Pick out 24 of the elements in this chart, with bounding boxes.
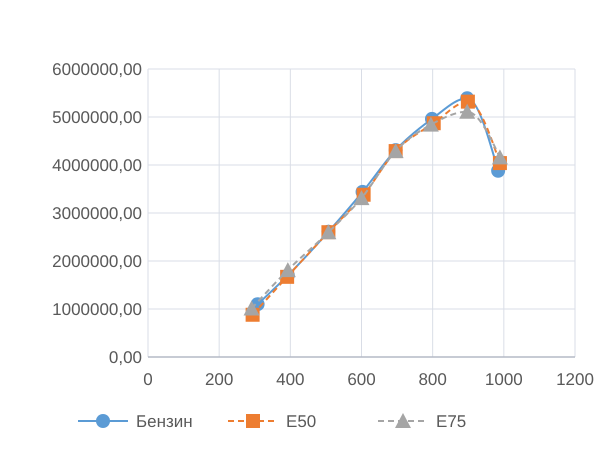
y-tick-label: 2000000,00 — [52, 252, 142, 271]
point — [354, 190, 370, 206]
point — [459, 104, 476, 119]
legend-label: E75 — [436, 412, 466, 431]
x-tick-label: 200 — [204, 370, 234, 389]
point — [244, 300, 260, 316]
y-tick-label: 5000000,00 — [52, 108, 142, 127]
point — [280, 262, 296, 278]
point — [460, 94, 475, 109]
x-tick-label: 1000 — [484, 370, 523, 389]
x-tick-label: 400 — [276, 370, 305, 389]
y-tick-label: 0,00 — [108, 348, 142, 367]
legend-label: E50 — [286, 412, 316, 431]
legend-label: Бензин — [136, 412, 193, 431]
x-tick-label: 800 — [418, 370, 447, 389]
y-tick-label: 6000000,00 — [52, 60, 142, 79]
y-tick-label: 3000000,00 — [52, 204, 142, 223]
y-tick-label: 4000000,00 — [52, 156, 142, 175]
point — [492, 149, 508, 164]
x-tick-label: 600 — [347, 370, 376, 389]
x-tick-label: 0 — [143, 370, 153, 389]
y-tick-label: 1000000,00 — [52, 300, 142, 319]
x-tick-label: 1200 — [556, 370, 594, 389]
point — [422, 116, 439, 132]
